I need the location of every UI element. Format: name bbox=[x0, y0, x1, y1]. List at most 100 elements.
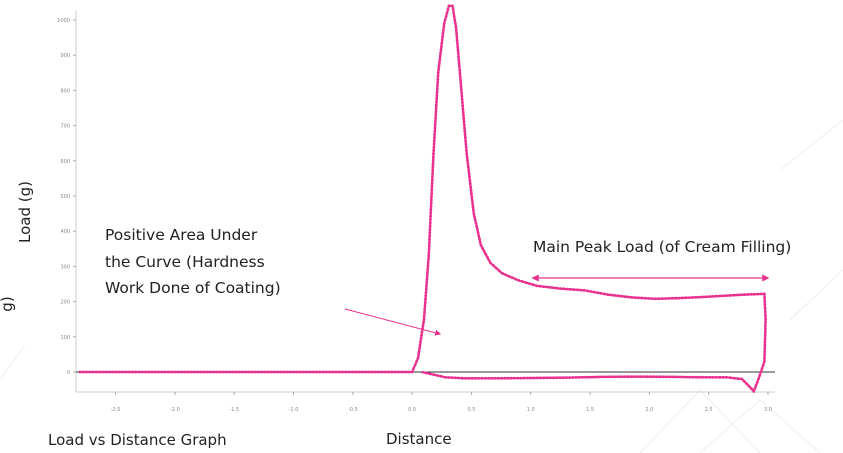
data-point bbox=[285, 370, 289, 374]
data-point bbox=[642, 375, 646, 378]
data-point bbox=[759, 370, 763, 374]
data-point bbox=[603, 375, 607, 379]
data-point bbox=[714, 294, 718, 298]
data-point bbox=[466, 159, 469, 162]
data-point bbox=[463, 130, 467, 133]
data-point bbox=[221, 370, 225, 374]
data-point bbox=[427, 244, 431, 248]
data-point bbox=[150, 370, 154, 374]
data-point bbox=[472, 208, 475, 212]
axes bbox=[75, 10, 775, 393]
data-point bbox=[555, 376, 558, 380]
data-point bbox=[459, 78, 462, 82]
data-point bbox=[423, 304, 427, 308]
x-tick-label: 2.0 bbox=[645, 407, 653, 413]
data-point bbox=[134, 370, 138, 374]
y-tick-label: 300 bbox=[60, 264, 70, 270]
data-point bbox=[424, 294, 428, 298]
data-point bbox=[545, 285, 549, 289]
data-point bbox=[465, 152, 469, 156]
data-point bbox=[301, 370, 305, 374]
data-point bbox=[163, 370, 167, 374]
data-point bbox=[506, 376, 510, 380]
data-point bbox=[474, 376, 477, 380]
data-point bbox=[704, 375, 708, 379]
data-point bbox=[764, 317, 767, 321]
data-point bbox=[425, 284, 428, 288]
data-point bbox=[587, 375, 591, 379]
data-point bbox=[589, 290, 593, 293]
data-point bbox=[311, 370, 315, 374]
data-point bbox=[215, 370, 219, 374]
data-point bbox=[460, 91, 463, 95]
data-point bbox=[95, 370, 98, 374]
data-point bbox=[678, 375, 682, 379]
data-point bbox=[471, 205, 475, 209]
data-point bbox=[665, 375, 668, 379]
data-point bbox=[240, 370, 244, 374]
data-point bbox=[441, 35, 444, 39]
data-point bbox=[434, 110, 438, 114]
data-point bbox=[256, 370, 260, 374]
data-point bbox=[370, 370, 374, 374]
data-point bbox=[430, 182, 434, 185]
data-point bbox=[81, 370, 85, 374]
data-point bbox=[528, 282, 531, 285]
data-point bbox=[708, 295, 711, 298]
data-point bbox=[620, 294, 623, 298]
data-point bbox=[516, 376, 520, 380]
data-point bbox=[415, 360, 418, 363]
data-point bbox=[691, 296, 694, 299]
data-point bbox=[701, 295, 705, 299]
data-point bbox=[237, 370, 241, 374]
data-point bbox=[127, 370, 131, 374]
data-point bbox=[387, 370, 390, 374]
data-point bbox=[397, 370, 400, 374]
data-point bbox=[253, 370, 257, 374]
data-point bbox=[427, 251, 431, 254]
data-point bbox=[586, 289, 589, 293]
data-point bbox=[517, 279, 521, 282]
data-point bbox=[535, 284, 539, 288]
data-point bbox=[424, 297, 427, 301]
data-point bbox=[647, 297, 650, 300]
data-point bbox=[538, 284, 542, 288]
data-point bbox=[552, 376, 555, 380]
data-point bbox=[98, 370, 101, 374]
data-point bbox=[460, 94, 464, 98]
data-point bbox=[451, 7, 455, 11]
data-point bbox=[445, 11, 449, 15]
data-point bbox=[763, 347, 767, 350]
data-point bbox=[418, 346, 421, 350]
data-point bbox=[475, 224, 479, 228]
data-point bbox=[468, 179, 472, 182]
data-point bbox=[531, 283, 535, 287]
data-point bbox=[694, 295, 698, 299]
data-point bbox=[435, 90, 439, 94]
data-point bbox=[413, 363, 417, 367]
y-tick-label: 600 bbox=[60, 159, 70, 165]
data-point bbox=[529, 376, 533, 380]
data-point bbox=[451, 4, 454, 8]
data-point bbox=[632, 375, 636, 378]
data-point bbox=[179, 370, 183, 374]
data-point bbox=[436, 374, 439, 377]
data-point bbox=[613, 294, 616, 297]
data-point bbox=[458, 72, 462, 75]
data-point bbox=[422, 317, 426, 321]
data-point bbox=[85, 370, 88, 374]
data-point bbox=[433, 136, 436, 140]
data-point bbox=[434, 107, 438, 110]
data-point bbox=[433, 126, 437, 130]
data-point bbox=[606, 293, 610, 296]
data-point bbox=[234, 370, 238, 374]
data-point bbox=[440, 41, 444, 45]
data-point bbox=[393, 370, 397, 374]
data-point bbox=[467, 376, 471, 380]
data-point bbox=[728, 376, 732, 380]
data-point bbox=[500, 272, 504, 275]
data-point bbox=[250, 370, 254, 374]
data-point bbox=[282, 370, 286, 374]
y-tick-label: 700 bbox=[60, 124, 70, 130]
